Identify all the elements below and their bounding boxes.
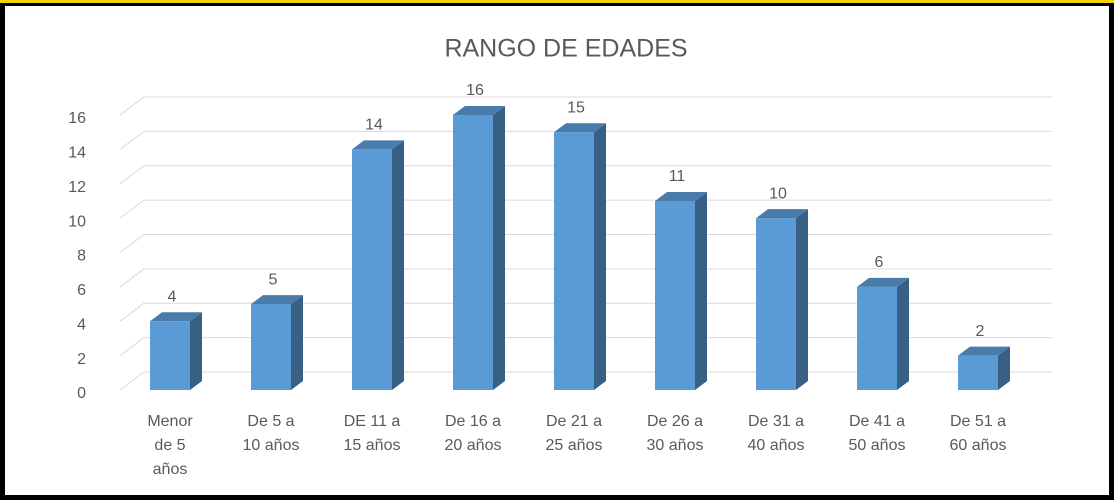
bar xyxy=(756,209,808,390)
bar-front xyxy=(352,149,392,390)
grid-line xyxy=(119,371,1052,391)
x-tick-label: De 41 a 50 años xyxy=(849,413,906,454)
bar xyxy=(352,140,404,390)
bar-top xyxy=(251,295,303,305)
x-tick-label: De 16 a 20 años xyxy=(445,413,502,454)
grid-line xyxy=(119,165,1052,185)
frame-top xyxy=(0,0,1114,3)
bar-front xyxy=(554,132,594,390)
bar xyxy=(453,106,505,390)
bar-front xyxy=(655,200,695,390)
bar-front xyxy=(756,218,796,390)
data-label: 5 xyxy=(269,271,278,288)
data-label: 10 xyxy=(769,185,787,202)
bar-top xyxy=(756,209,808,219)
x-tick-label: De 51 a 60 años xyxy=(950,413,1007,454)
x-tick-label: Menor de 5 años xyxy=(147,413,193,478)
y-tick-label: 0 xyxy=(77,385,86,402)
bar-front xyxy=(251,304,291,390)
bar-front xyxy=(958,355,998,390)
bar-front xyxy=(857,286,897,390)
data-label: 15 xyxy=(567,99,585,116)
bar-top xyxy=(352,140,404,150)
bar-front xyxy=(150,321,190,390)
y-tick-label: 16 xyxy=(68,110,86,127)
bar-side xyxy=(190,312,202,390)
bar-top xyxy=(958,346,1010,356)
bar xyxy=(554,123,606,390)
y-tick-label: 6 xyxy=(77,282,86,299)
bar-top xyxy=(150,312,202,322)
grid-line xyxy=(119,96,1052,116)
bar-side xyxy=(897,277,909,390)
bar-side xyxy=(392,140,404,390)
data-label: 14 xyxy=(365,117,383,134)
bar xyxy=(958,346,1010,390)
x-tick-label: De 31 a 40 años xyxy=(748,413,805,454)
bar-top xyxy=(857,277,909,287)
y-tick-label: 12 xyxy=(68,179,86,196)
bar-side xyxy=(291,295,303,390)
x-tick-label: De 21 a 25 años xyxy=(546,413,603,454)
bar xyxy=(251,295,303,390)
x-tick-label: De 26 a 30 años xyxy=(647,413,704,454)
data-label: 2 xyxy=(976,323,985,340)
bar xyxy=(150,312,202,390)
data-label: 4 xyxy=(168,288,177,305)
x-tick-label: DE 11 a 15 años xyxy=(344,413,401,454)
y-tick-label: 2 xyxy=(77,351,86,368)
bar xyxy=(655,191,707,390)
bar-side xyxy=(998,346,1010,390)
bar-top xyxy=(554,123,606,133)
bar-side xyxy=(594,123,606,390)
bar-front xyxy=(453,115,493,390)
grid-line xyxy=(119,199,1052,219)
bar-side xyxy=(796,209,808,390)
bar-top xyxy=(655,191,707,201)
bar xyxy=(857,277,909,390)
grid-line xyxy=(119,234,1052,253)
chart-title: RANGO DE EDADES xyxy=(444,35,687,63)
grid-line xyxy=(119,337,1052,357)
y-tick-label: 10 xyxy=(68,213,86,230)
bar-side xyxy=(493,106,505,390)
data-label: 16 xyxy=(466,82,484,99)
y-tick-label: 8 xyxy=(77,248,86,265)
grid-line xyxy=(119,302,1052,322)
data-label: 6 xyxy=(875,254,884,271)
data-label: 11 xyxy=(669,168,686,185)
bar-top xyxy=(453,106,505,115)
grid-line xyxy=(119,130,1052,150)
y-tick-label: 14 xyxy=(68,145,86,162)
x-tick-label: De 5 a 10 años xyxy=(243,413,300,454)
grid-line xyxy=(119,268,1052,288)
bar-side xyxy=(695,191,707,390)
y-tick-label: 4 xyxy=(77,316,86,333)
